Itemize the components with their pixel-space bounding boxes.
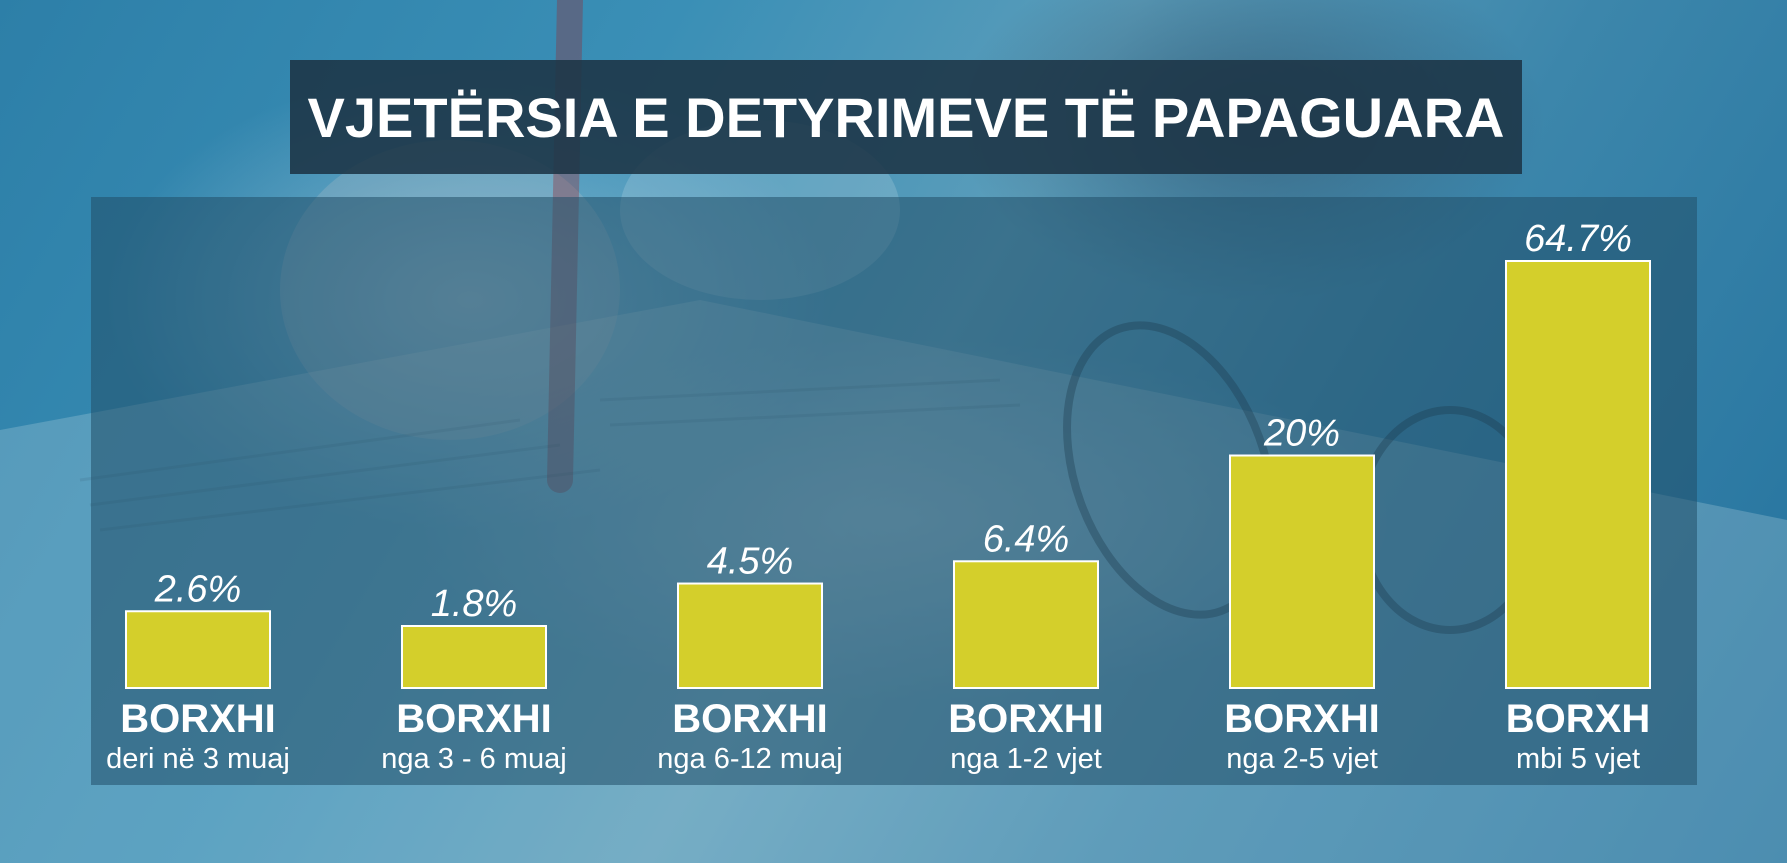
value-label-1: 2.6% bbox=[154, 568, 242, 610]
category-sublabel-3: nga 6-12 muaj bbox=[657, 743, 842, 775]
category-sublabel-1: deri në 3 muaj bbox=[106, 743, 290, 775]
category-sublabel-5: nga 2-5 vjet bbox=[1226, 743, 1378, 775]
category-label-1: BORXHI bbox=[120, 697, 276, 741]
chart-panel: 2.6% BORXHI deri në 3 muaj 1.8% BORXHI nga 3 … bbox=[91, 197, 1697, 785]
category-label-4: BORXHI bbox=[948, 697, 1104, 741]
value-label-2: 1.8% bbox=[431, 583, 518, 625]
category-label-3: BORXHI bbox=[672, 697, 828, 741]
category-sublabel-6: mbi 5 vjet bbox=[1516, 743, 1640, 775]
bar-6 bbox=[1505, 260, 1651, 689]
value-label-4: 6.4% bbox=[983, 518, 1070, 560]
value-label-3: 4.5% bbox=[707, 541, 794, 583]
bar-2 bbox=[401, 625, 547, 689]
category-sublabel-4: nga 1-2 vjet bbox=[950, 743, 1102, 775]
category-label-6: BORXH bbox=[1506, 697, 1650, 741]
bar-1 bbox=[125, 610, 271, 689]
category-label-2: BORXHI bbox=[396, 697, 552, 741]
title-banner: VJETËRSIA E DETYRIMEVE TË PAPAGUARA bbox=[290, 60, 1522, 174]
bar-3 bbox=[677, 582, 823, 689]
category-label-5: BORXHI bbox=[1224, 697, 1380, 741]
value-label-6: 64.7% bbox=[1524, 218, 1632, 260]
bar-5 bbox=[1229, 454, 1375, 690]
bar-4 bbox=[953, 560, 1099, 690]
value-label-5: 20% bbox=[1263, 413, 1340, 455]
chart-title: VJETËRSIA E DETYRIMEVE TË PAPAGUARA bbox=[307, 85, 1505, 149]
category-sublabel-2: nga 3 - 6 muaj bbox=[381, 743, 566, 775]
